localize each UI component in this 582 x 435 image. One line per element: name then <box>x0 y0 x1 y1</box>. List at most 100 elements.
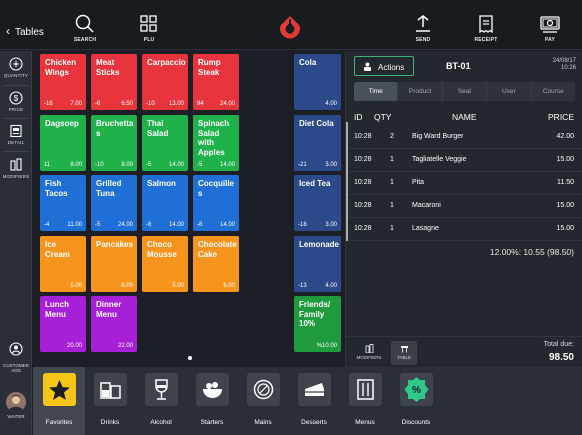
avatar <box>6 392 26 412</box>
modifiers-footer-button[interactable]: MODIFIERS <box>352 341 386 365</box>
tab-user[interactable]: User <box>487 82 532 101</box>
product-tile[interactable]: Dinner Menu 22.00 <box>91 296 137 352</box>
quantity-button[interactable]: QUANTITY <box>0 57 32 78</box>
product-tile[interactable]: Ice Cream 5.00 <box>40 236 86 292</box>
order-panel: Actions BT-01 24/08/17 10:26 Time Produc… <box>345 51 582 367</box>
product-tile[interactable]: Chocolate Cake 6.00 <box>193 236 239 292</box>
plu-label: PLU <box>143 37 155 43</box>
modifiers-icon <box>365 344 373 353</box>
tab-course[interactable]: Course <box>542 88 564 95</box>
drink-tile[interactable]: Lemonade -13 4.00 <box>294 236 341 292</box>
actions-button[interactable]: Actions <box>354 56 414 76</box>
product-name: Iced Tea <box>299 179 331 188</box>
waiter-label: WAITER <box>7 414 25 419</box>
category-favorites[interactable]: Favorites <box>33 367 85 435</box>
drink-tile[interactable]: Iced Tea -18 3.00 <box>294 175 341 231</box>
table-footer-button[interactable]: TABLE <box>391 341 417 365</box>
product-stock-count: -18 <box>298 222 307 228</box>
plu-button[interactable]: PLU <box>129 14 169 43</box>
product-stock-count: -5 <box>95 222 101 228</box>
column-header-name: NAME <box>452 112 477 122</box>
detail-icon <box>10 124 22 138</box>
product-stock-count: -6 <box>146 222 152 228</box>
product-tile[interactable]: Carpaccio -10 13.00 <box>142 54 188 110</box>
line-name: Lasagne <box>412 225 439 232</box>
product-tile[interactable]: Dagsoep 11 8.00 <box>40 115 86 171</box>
product-price: 6.00 <box>121 283 133 289</box>
waiter-button[interactable]: WAITER <box>0 392 32 419</box>
send-button[interactable]: SEND <box>403 14 443 43</box>
product-stock-count: -5 <box>146 162 152 168</box>
line-name: Macaroni <box>412 202 441 209</box>
divider <box>3 151 29 152</box>
product-tile[interactable]: Rump Steak 94 24.00 <box>193 54 239 110</box>
price-label: PRICE <box>8 107 24 112</box>
tab-time[interactable]: Time <box>354 82 399 101</box>
receipt-icon <box>479 15 493 34</box>
order-sort-tabs: Time Product Seat User Course <box>354 82 575 101</box>
order-line-row[interactable]: 10:28 2 Big Ward Burger 42.00 <box>346 126 582 149</box>
modifiers-button[interactable]: MODIFIERS <box>0 158 32 179</box>
category-starters[interactable]: Starters <box>186 367 238 435</box>
product-price: 5.00 <box>70 283 82 289</box>
glasses-icon <box>94 373 127 406</box>
product-tile[interactable]: Grilled Tuna -5 24.00 <box>91 175 137 231</box>
category-label: Menus <box>355 419 375 426</box>
product-price: 6.00 <box>223 283 235 289</box>
category-desserts[interactable]: Desserts <box>288 367 340 435</box>
search-label: SEARCH <box>73 37 97 43</box>
drink-tile[interactable]: Friends/ Family 10% %10.00 <box>294 296 341 352</box>
category-alcohol[interactable]: Alcohol <box>135 367 187 435</box>
product-name: Chocolate Cake <box>198 240 237 259</box>
pay-button[interactable]: PAY <box>530 14 570 43</box>
detail-button[interactable]: DETAIL <box>0 124 32 145</box>
tab-seat[interactable]: Seat <box>443 82 488 101</box>
total-due-label: Total due: <box>543 341 574 348</box>
order-line-row[interactable]: 10:28 1 Pita 11.50 <box>346 172 582 195</box>
product-tile[interactable]: Meat Sticks -6 6.50 <box>91 54 137 110</box>
category-label: Desserts <box>301 419 327 426</box>
order-line-row[interactable]: 10:28 1 Lasagne 15.00 <box>346 218 582 241</box>
customer-add-button[interactable]: CUSTOMER ADD <box>0 342 32 373</box>
svg-text:$: $ <box>14 94 19 103</box>
tab-product[interactable]: Product <box>398 82 443 101</box>
product-stock-count: 94 <box>197 101 204 107</box>
category-label: Mains <box>254 419 272 426</box>
line-time: 10:28 <box>354 156 372 163</box>
product-tile[interactable]: Cocquille s -8 14.00 <box>193 175 239 231</box>
category-discounts[interactable]: % Discounts <box>390 367 442 435</box>
selection-bar <box>346 122 348 241</box>
price-button[interactable]: $ PRICE <box>0 91 32 112</box>
product-name: Dinner Menu <box>96 300 122 319</box>
wine-glass-icon <box>145 373 178 406</box>
product-stock-count: -13 <box>298 283 307 289</box>
category-drinks[interactable]: Drinks <box>84 367 136 435</box>
receipt-button[interactable]: RECEIPT <box>466 14 506 43</box>
modifiers-label: MODIFIERS <box>2 174 30 179</box>
order-line-row[interactable]: 10:28 1 Tagliatelle Veggie 15.00 <box>346 149 582 172</box>
category-mains[interactable]: Mains <box>237 367 289 435</box>
product-tile[interactable]: Salmon -6 14.00 <box>142 175 188 231</box>
drink-tile[interactable]: Cola 4.00 <box>294 54 341 110</box>
product-price: 11.00 <box>67 222 82 228</box>
order-line-row[interactable]: 10:28 1 Macaroni 15.00 <box>346 195 582 218</box>
product-tile[interactable]: Spinach Salad with Apples -5 14.00 <box>193 115 239 171</box>
customer-add-label: CUSTOMER ADD <box>3 363 29 373</box>
line-qty: 1 <box>390 179 394 186</box>
product-tile[interactable]: Bruchetta s -10 8.00 <box>91 115 137 171</box>
product-tile[interactable]: Fish Tacos -4 11.00 <box>40 175 86 231</box>
product-price: 14.00 <box>168 222 184 228</box>
category-menus[interactable]: Menus <box>339 367 391 435</box>
product-name: Cocquille s <box>198 179 235 198</box>
product-tile[interactable]: Pancakes 6.00 <box>91 236 137 292</box>
back-to-tables-button[interactable]: ‹ Tables <box>6 24 44 38</box>
product-tile[interactable]: Chicken Wings -16 7.00 <box>40 54 86 110</box>
product-name: Pancakes <box>96 240 133 249</box>
product-tile[interactable]: Lunch Menu 20.00 <box>40 296 86 352</box>
drink-tile[interactable]: Diet Cola -21 3.00 <box>294 115 341 171</box>
page-indicator-dot[interactable] <box>188 356 192 360</box>
product-tile[interactable]: Thai Salad -5 14.00 <box>142 115 188 171</box>
product-tile[interactable]: Choco Mousse 5.00 <box>142 236 188 292</box>
product-stock-count: -8 <box>197 222 203 228</box>
search-button[interactable]: SEARCH <box>65 14 105 43</box>
